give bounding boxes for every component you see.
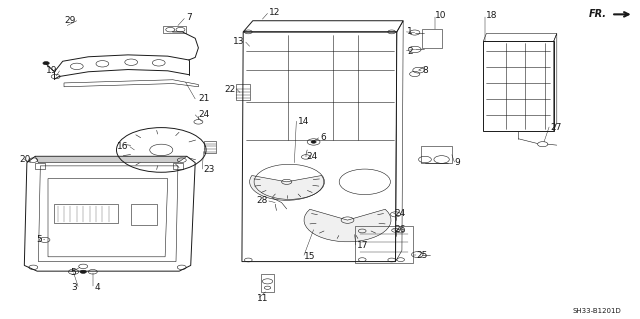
Bar — [35, 163, 45, 169]
Text: 24: 24 — [198, 110, 210, 119]
Text: 12: 12 — [269, 8, 280, 17]
Circle shape — [43, 62, 49, 65]
Text: 17: 17 — [357, 241, 369, 250]
Text: 23: 23 — [204, 165, 215, 174]
Text: 19: 19 — [46, 66, 58, 75]
Circle shape — [80, 270, 86, 273]
Text: 4: 4 — [95, 283, 100, 292]
Text: 7: 7 — [186, 13, 191, 22]
Text: 5: 5 — [70, 268, 76, 277]
Text: 8: 8 — [422, 66, 428, 75]
Text: 11: 11 — [257, 294, 269, 303]
Text: 13: 13 — [233, 37, 244, 46]
Text: 14: 14 — [298, 117, 310, 126]
Bar — [173, 163, 183, 169]
Text: 16: 16 — [116, 142, 128, 151]
Text: 18: 18 — [486, 11, 498, 20]
Circle shape — [311, 141, 316, 143]
Text: 22: 22 — [224, 85, 236, 94]
Bar — [163, 26, 186, 33]
Text: 29: 29 — [64, 16, 76, 25]
Text: 24: 24 — [306, 152, 317, 161]
Bar — [54, 204, 118, 223]
Text: 6: 6 — [320, 133, 326, 142]
Text: 26: 26 — [394, 225, 406, 234]
Text: FR.: FR. — [589, 9, 607, 19]
Text: SH33-B1201D: SH33-B1201D — [572, 308, 621, 314]
Bar — [236, 84, 250, 100]
Text: 15: 15 — [304, 252, 316, 261]
Text: 25: 25 — [416, 251, 428, 260]
Bar — [204, 141, 216, 153]
Bar — [131, 204, 157, 225]
Text: 27: 27 — [550, 123, 562, 132]
Bar — [483, 41, 554, 131]
Text: 5: 5 — [36, 235, 42, 244]
Bar — [355, 226, 413, 263]
Text: 28: 28 — [256, 197, 268, 205]
Text: 21: 21 — [198, 94, 210, 103]
Text: 20: 20 — [19, 155, 31, 164]
Bar — [261, 274, 274, 292]
Polygon shape — [250, 175, 324, 200]
Text: 10: 10 — [435, 11, 447, 20]
Bar — [421, 146, 452, 163]
Bar — [422, 29, 442, 48]
Polygon shape — [35, 156, 187, 163]
Text: 3: 3 — [71, 283, 77, 292]
Text: 1: 1 — [407, 27, 413, 36]
Polygon shape — [304, 209, 391, 242]
Text: 9: 9 — [454, 158, 460, 167]
Text: 24: 24 — [394, 209, 406, 218]
Text: 2: 2 — [407, 47, 413, 56]
